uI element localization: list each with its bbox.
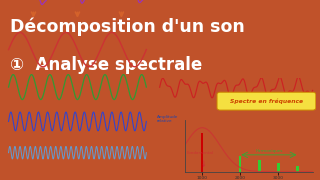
FancyBboxPatch shape bbox=[217, 92, 316, 110]
Text: Spectre en fréquence: Spectre en fréquence bbox=[230, 98, 303, 104]
Text: Décomposition d'un son: Décomposition d'un son bbox=[10, 17, 244, 36]
Text: Harmoniques: Harmoniques bbox=[255, 148, 283, 153]
Bar bbox=[277, 163, 280, 172]
Text: Amplitude
relative: Amplitude relative bbox=[157, 115, 178, 123]
Text: ①  Analyse spectrale: ① Analyse spectrale bbox=[10, 56, 202, 74]
Text: Fondamental: Fondamental bbox=[187, 152, 214, 166]
Bar bbox=[201, 133, 204, 172]
Bar bbox=[239, 156, 242, 172]
Bar bbox=[296, 166, 299, 172]
Bar bbox=[258, 160, 260, 172]
